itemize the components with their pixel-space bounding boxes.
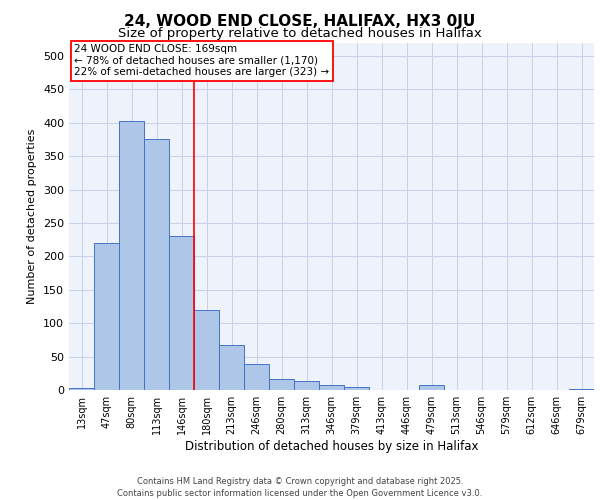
Bar: [269, 378, 294, 390]
Bar: [219, 344, 244, 390]
Text: Contains HM Land Registry data © Crown copyright and database right 2025.
Contai: Contains HM Land Registry data © Crown c…: [118, 476, 482, 498]
Text: Size of property relative to detached houses in Halifax: Size of property relative to detached ho…: [118, 28, 482, 40]
Y-axis label: Number of detached properties: Number of detached properties: [28, 128, 37, 304]
Bar: [344, 386, 369, 390]
Bar: [419, 386, 444, 390]
Bar: [119, 120, 144, 390]
Bar: [569, 388, 594, 390]
Text: 24, WOOD END CLOSE, HALIFAX, HX3 0JU: 24, WOOD END CLOSE, HALIFAX, HX3 0JU: [124, 14, 476, 29]
Bar: [94, 243, 119, 390]
Bar: [294, 382, 319, 390]
Text: 24 WOOD END CLOSE: 169sqm
← 78% of detached houses are smaller (1,170)
22% of se: 24 WOOD END CLOSE: 169sqm ← 78% of detac…: [74, 44, 329, 78]
Bar: [319, 386, 344, 390]
Bar: [169, 236, 194, 390]
Bar: [194, 310, 219, 390]
Bar: [69, 388, 94, 390]
Bar: [144, 138, 169, 390]
X-axis label: Distribution of detached houses by size in Halifax: Distribution of detached houses by size …: [185, 440, 478, 453]
Bar: [244, 364, 269, 390]
